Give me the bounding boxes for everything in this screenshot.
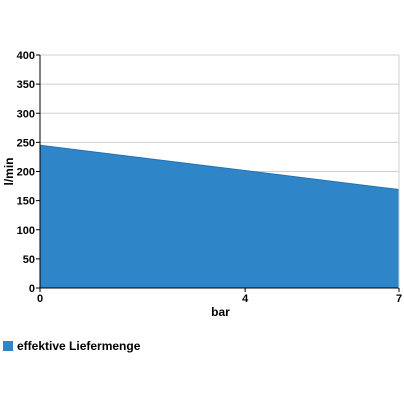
- y-tick-label-6: 300: [17, 108, 35, 120]
- legend-swatch: [3, 341, 13, 351]
- x-tick-label-0: 0: [37, 293, 43, 305]
- y-tick-label-1: 50: [23, 254, 35, 266]
- y-tick-label-3: 150: [17, 196, 35, 208]
- axes: [36, 54, 400, 292]
- x-axis-label: bar: [211, 305, 230, 319]
- x-tick-label-1: 4: [242, 293, 249, 305]
- y-tick-label-5: 250: [17, 137, 35, 149]
- area-layer: [39, 144, 400, 288]
- y-tick-label-0: 0: [29, 283, 35, 295]
- area-series-0: [40, 145, 399, 288]
- y-tick-label-8: 400: [17, 50, 35, 62]
- y-tick-label-2: 100: [17, 225, 35, 237]
- area-series-line-0: [39, 144, 400, 191]
- legend-label: effektive Liefermenge: [17, 339, 141, 353]
- x-tick-labels: 0 4 7: [37, 293, 402, 305]
- y-tick-labels: 0 50 100 150 200 250 300 350 400: [17, 50, 35, 295]
- y-axis-label: l/min: [2, 157, 16, 185]
- y-tick-label-4: 200: [17, 167, 35, 179]
- y-tick-label-7: 350: [17, 79, 35, 91]
- legend: effektive Liefermenge: [3, 339, 140, 353]
- x-tick-label-2: 7: [396, 293, 402, 305]
